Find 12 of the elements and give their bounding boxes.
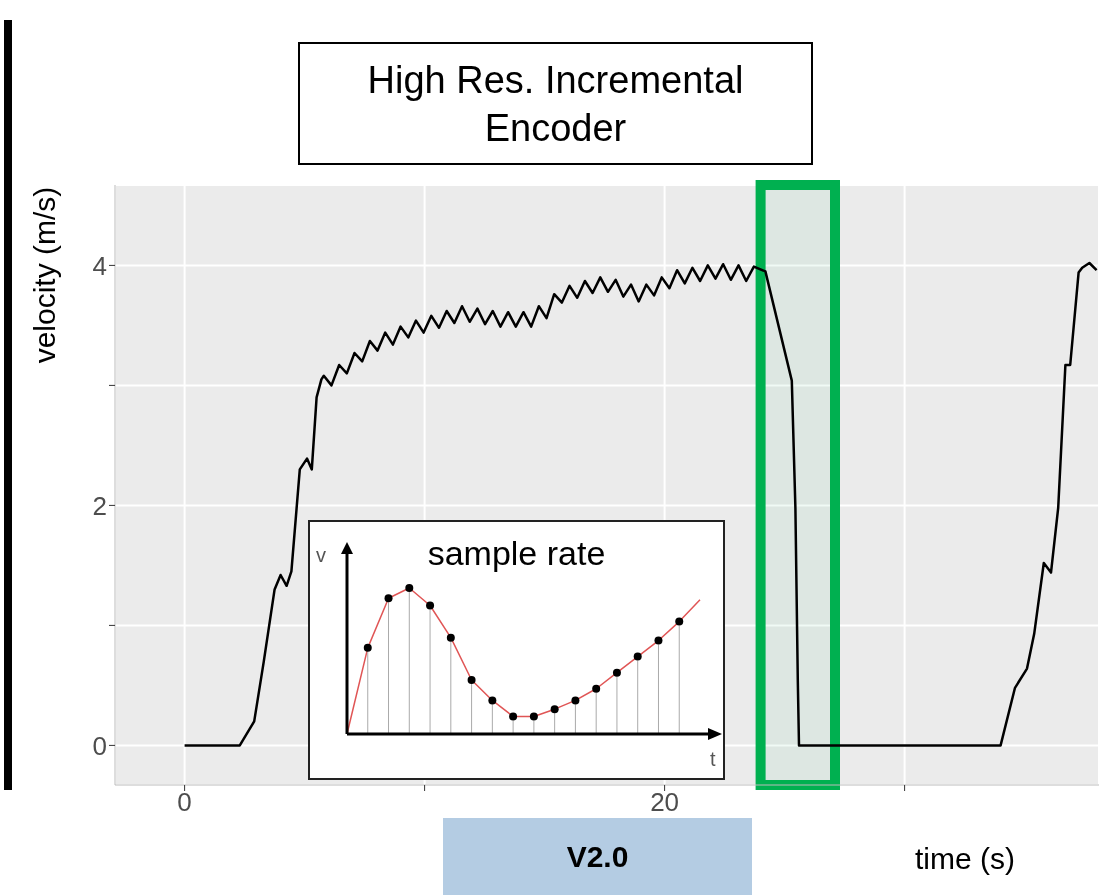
y-tick-label: 0 [92,730,107,761]
y-axis-title: v [316,544,326,567]
x-axis-title: time (s) [915,842,1015,876]
line-series [183,261,1098,747]
text: V2.0 [443,818,752,895]
x-tick-label: 20 [650,787,680,818]
y-tick-label: 4 [92,250,107,281]
y-axis-title: velocity (m/s) [28,186,62,364]
chart-title: High Res. Incremental Encoder [298,42,813,165]
y-tick-label: 2 [92,490,107,521]
chart-title: sample rate [427,534,606,572]
x-axis-title: t [710,748,716,771]
